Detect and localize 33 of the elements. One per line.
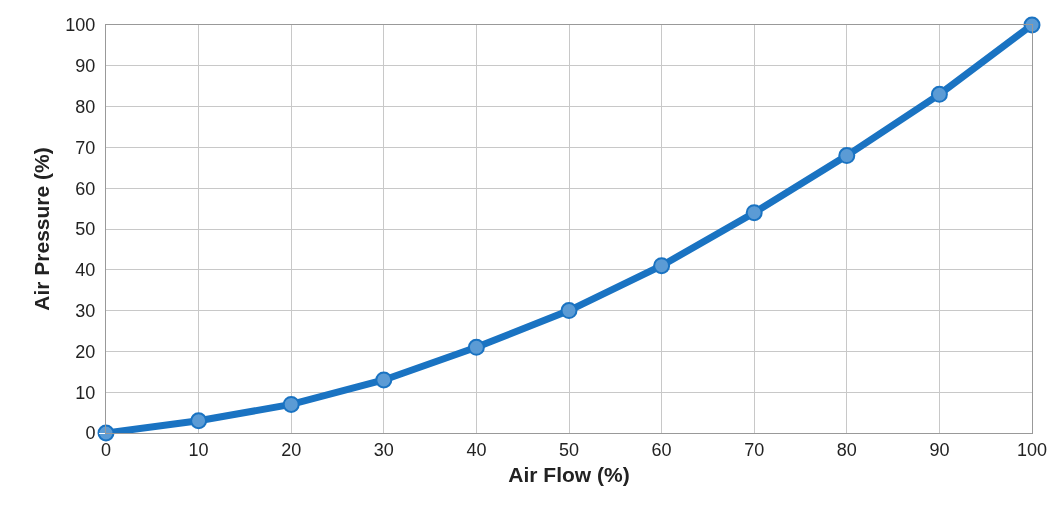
x-axis-title: Air Flow (%) (508, 462, 630, 486)
x-tick-label: 50 (558, 439, 580, 460)
point (190, 412, 208, 430)
point (930, 85, 948, 103)
y-axis-title: Air Pressure (%) (29, 147, 53, 311)
x-tick-label: 0 (100, 439, 112, 460)
point (282, 395, 300, 413)
y-tick-label: 10 (75, 382, 96, 403)
point (467, 338, 485, 356)
x-tick-label: 20 (281, 439, 302, 460)
x-tick-label: 90 (929, 439, 950, 460)
y-tick-label: 40 (75, 260, 96, 281)
y-tick-label: 0 (85, 423, 96, 444)
y-tick-label: 100 (65, 15, 96, 36)
y-tick-label: 20 (75, 341, 96, 362)
x-tick-label: 70 (744, 439, 765, 460)
y-tick-label: 60 (75, 178, 96, 199)
x-tick-label: 30 (373, 439, 394, 460)
point (375, 371, 393, 389)
y-tick-label: 50 (75, 219, 96, 240)
point (745, 204, 763, 222)
y-tick-label: 80 (75, 96, 96, 117)
x-tick-label: 60 (651, 439, 672, 460)
x-tick-label: 10 (188, 439, 209, 460)
y-tick-label: 90 (75, 56, 96, 77)
x-tick-label: 40 (466, 439, 487, 460)
y-tick-label: 70 (75, 137, 96, 158)
x-tick-label: 80 (836, 439, 857, 460)
point (653, 257, 671, 275)
point (838, 147, 856, 165)
y-tick-label: 30 (75, 300, 96, 321)
x-tick-label: 100 (1016, 439, 1048, 460)
point (560, 302, 578, 320)
